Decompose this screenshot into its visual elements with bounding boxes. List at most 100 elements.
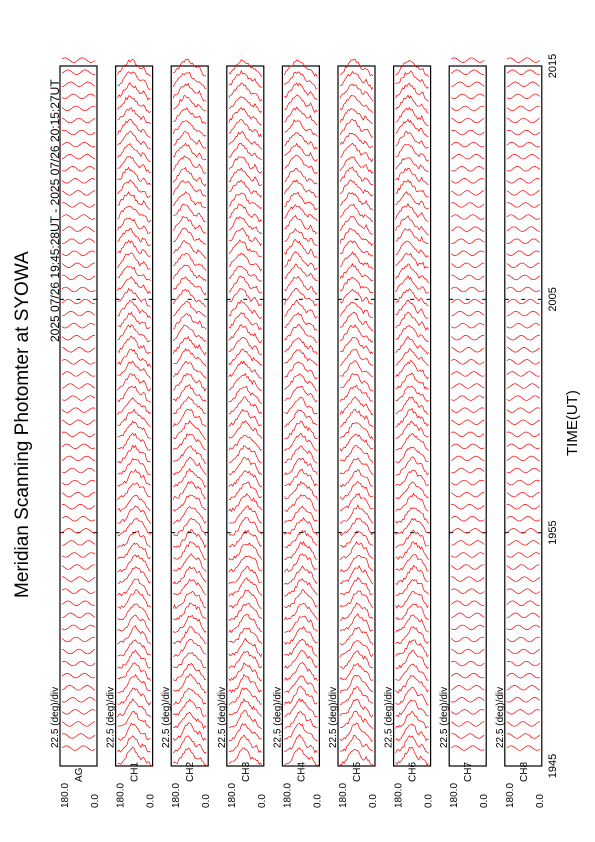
trace-ch7 xyxy=(451,154,485,160)
trace-ch5 xyxy=(339,576,374,596)
trace-ch7 xyxy=(451,322,485,329)
trace-ch8 xyxy=(506,322,541,329)
trace-ch5 xyxy=(339,444,374,464)
trace-ch2 xyxy=(173,541,207,560)
trace-ag xyxy=(61,238,96,244)
trace-ch2 xyxy=(173,94,207,112)
trace-ch1 xyxy=(117,397,151,416)
trace-ch4 xyxy=(284,324,318,343)
trace-ch4 xyxy=(284,299,318,319)
trace-ch3 xyxy=(228,651,263,669)
trace-ch6 xyxy=(395,687,429,706)
trace-ch5 xyxy=(339,686,374,706)
trace-ch3 xyxy=(228,709,263,730)
trace-ch6 xyxy=(395,70,429,90)
trace-ch5 xyxy=(339,311,374,332)
trace-ch5 xyxy=(339,710,374,730)
trace-ch4 xyxy=(284,420,318,440)
trace-ag xyxy=(61,129,96,136)
trace-ch2 xyxy=(173,384,207,402)
trace-ch8 xyxy=(506,721,540,727)
trace-ch1 xyxy=(117,239,151,258)
trace-ag xyxy=(61,697,96,703)
trace-ch4 xyxy=(284,94,318,114)
trace-ch1 xyxy=(117,265,151,281)
trace-ch4 xyxy=(284,179,318,198)
trace-ch7 xyxy=(450,371,485,377)
trace-ag xyxy=(61,564,95,570)
trace-ch7 xyxy=(451,721,485,727)
trace-ch5 xyxy=(339,433,374,452)
trace-ch2 xyxy=(172,396,207,415)
ymin-label-ch3: 0.0 xyxy=(257,794,268,808)
trace-ch1 xyxy=(117,673,151,694)
scale-label-ch2: 22.5 (deg)/div xyxy=(161,687,172,748)
trace-ch3 xyxy=(228,252,263,271)
scale-label-ch7: 22.5 (deg)/div xyxy=(439,687,450,748)
trace-ch2 xyxy=(173,106,207,125)
trace-ch2 xyxy=(173,313,207,330)
trace-ch7 xyxy=(451,226,485,232)
trace-ch5 xyxy=(339,58,374,77)
trace-ag xyxy=(61,347,96,353)
trace-ch3 xyxy=(228,687,262,705)
trace-ch5 xyxy=(339,698,374,718)
trace-ag xyxy=(61,685,96,691)
trace-ch1 xyxy=(117,324,151,343)
trace-ch6 xyxy=(395,614,429,633)
trace-ch8 xyxy=(506,347,540,353)
trace-ch7 xyxy=(450,443,485,449)
trace-ag xyxy=(61,262,96,268)
trace-ch8 xyxy=(506,479,540,486)
trace-ch2 xyxy=(172,72,207,90)
channel-label-ag: AG xyxy=(74,767,85,782)
trace-ch4 xyxy=(284,733,318,754)
trace-ch2 xyxy=(173,203,207,223)
trace-ch5 xyxy=(339,240,374,257)
trace-ch5 xyxy=(339,469,374,488)
trace-ch5 xyxy=(339,530,374,549)
trace-ch4 xyxy=(284,722,318,741)
trace-ch1 xyxy=(117,71,151,90)
ymin-label-ch6: 0.0 xyxy=(424,794,435,808)
trace-ch2 xyxy=(172,614,207,633)
trace-ch1 xyxy=(117,217,151,234)
trace-ch2 xyxy=(172,288,207,308)
trace-ch8 xyxy=(506,262,540,268)
trace-ch3 xyxy=(228,408,262,427)
trace-ch2 xyxy=(173,578,207,596)
trace-ch8 xyxy=(506,310,541,317)
trace-ch4 xyxy=(284,615,318,633)
trace-ch7 xyxy=(450,600,485,606)
ymin-label-ch2: 0.0 xyxy=(201,794,212,808)
trace-ch6 xyxy=(395,359,429,380)
trace-ch1 xyxy=(117,179,151,198)
trace-ch8 xyxy=(506,250,540,256)
trace-ch4 xyxy=(284,349,318,367)
trace-ag xyxy=(61,359,96,365)
trace-ch8 xyxy=(506,154,540,160)
trace-ch5 xyxy=(339,722,374,742)
trace-ch8 xyxy=(506,129,541,136)
trace-ch6 xyxy=(395,710,429,729)
trace-ch8 xyxy=(506,733,541,739)
trace-ch5 xyxy=(339,360,374,377)
trace-ch5 xyxy=(339,251,374,270)
trace-ch7 xyxy=(450,250,485,256)
trace-ag xyxy=(61,371,96,377)
trace-ch3 xyxy=(228,674,262,694)
trace-ag xyxy=(61,419,96,425)
trace-ch5 xyxy=(339,481,374,501)
panel-frame-ch1 xyxy=(114,65,154,767)
trace-ch7 xyxy=(451,117,485,124)
trace-ch7 xyxy=(451,491,485,498)
trace-ch7 xyxy=(450,105,485,112)
trace-ch7 xyxy=(450,516,485,522)
channel-label-ch4: CH4 xyxy=(296,762,307,782)
trace-ch4 xyxy=(284,698,318,718)
trace-ch7 xyxy=(451,455,485,462)
channel-label-ch8: CH8 xyxy=(519,762,530,782)
trace-ch7 xyxy=(451,262,485,268)
trace-ch7 xyxy=(451,660,485,667)
